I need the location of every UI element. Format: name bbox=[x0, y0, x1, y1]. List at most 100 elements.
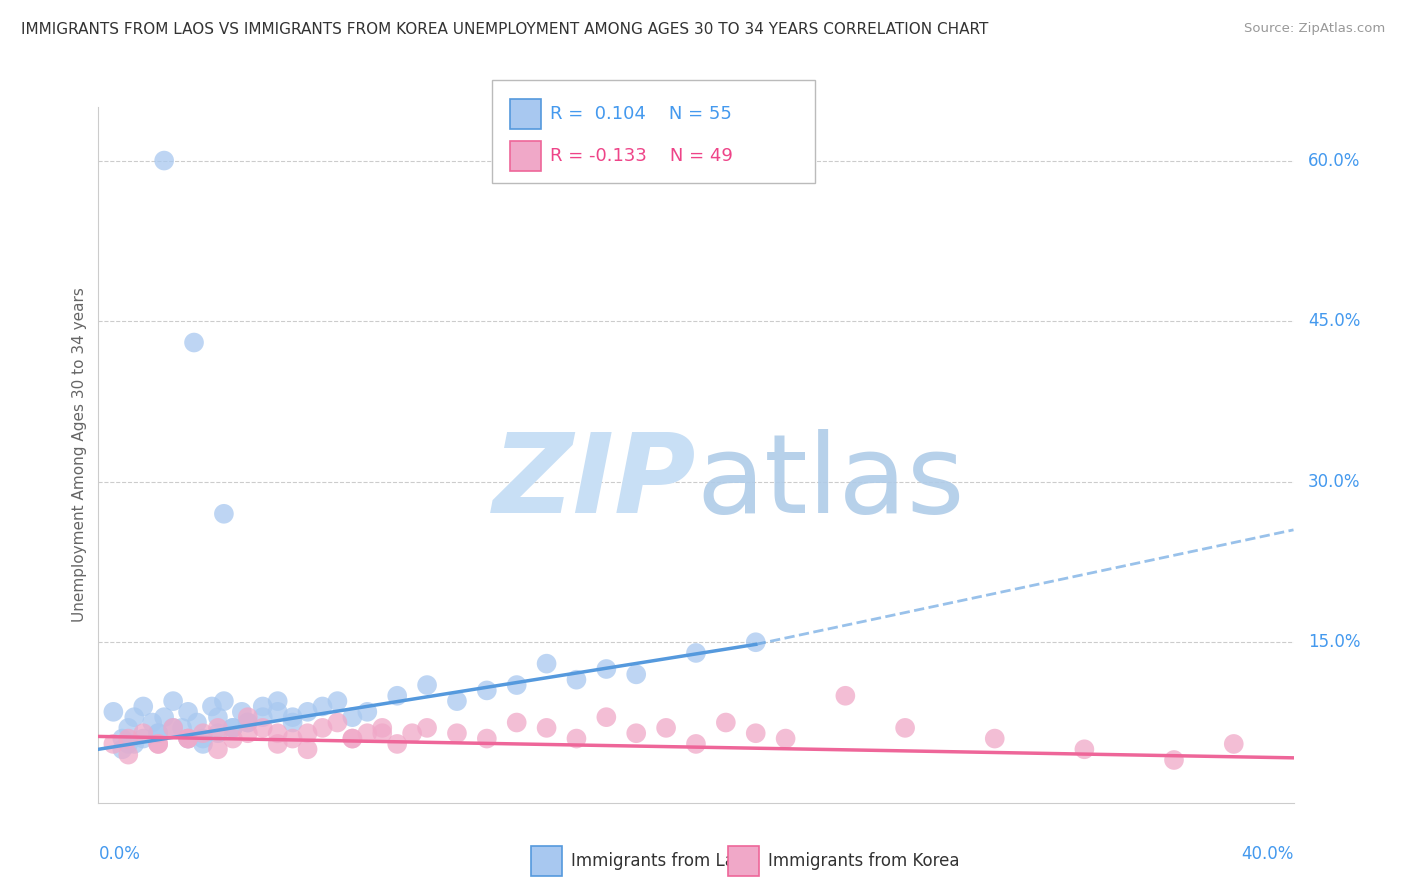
Point bbox=[162, 721, 184, 735]
Point bbox=[685, 646, 707, 660]
Text: 30.0%: 30.0% bbox=[1308, 473, 1361, 491]
Point bbox=[236, 726, 259, 740]
Point bbox=[446, 694, 468, 708]
Point bbox=[148, 726, 170, 740]
Point bbox=[191, 737, 214, 751]
Text: 0.0%: 0.0% bbox=[98, 845, 141, 863]
Point bbox=[401, 726, 423, 740]
Point bbox=[201, 699, 224, 714]
Point bbox=[177, 731, 200, 746]
Point bbox=[148, 726, 170, 740]
Point bbox=[183, 335, 205, 350]
Point bbox=[267, 705, 290, 719]
Point bbox=[267, 694, 290, 708]
Point bbox=[252, 699, 274, 714]
Point bbox=[297, 726, 319, 740]
Point bbox=[132, 726, 155, 740]
Point bbox=[1073, 742, 1095, 756]
Text: 15.0%: 15.0% bbox=[1308, 633, 1361, 651]
Point bbox=[983, 731, 1005, 746]
Point bbox=[536, 657, 558, 671]
Point bbox=[714, 715, 737, 730]
Point bbox=[775, 731, 797, 746]
Point bbox=[326, 715, 349, 730]
Point bbox=[371, 726, 394, 740]
Point bbox=[311, 721, 333, 735]
Point bbox=[565, 673, 588, 687]
Point bbox=[207, 726, 229, 740]
Text: R = -0.133    N = 49: R = -0.133 N = 49 bbox=[550, 147, 733, 165]
Point bbox=[281, 731, 304, 746]
Point bbox=[416, 678, 439, 692]
Point bbox=[236, 715, 259, 730]
Point bbox=[212, 694, 235, 708]
Point bbox=[1163, 753, 1185, 767]
Point bbox=[207, 721, 229, 735]
Point bbox=[655, 721, 678, 735]
Point bbox=[172, 721, 194, 735]
Point bbox=[153, 710, 176, 724]
Point bbox=[186, 715, 208, 730]
Point bbox=[297, 742, 319, 756]
Text: R =  0.104    N = 55: R = 0.104 N = 55 bbox=[550, 105, 731, 123]
Point bbox=[894, 721, 917, 735]
Text: 40.0%: 40.0% bbox=[1241, 845, 1294, 863]
Point bbox=[416, 721, 439, 735]
Point bbox=[212, 507, 235, 521]
Point bbox=[506, 715, 529, 730]
Point bbox=[148, 737, 170, 751]
Point bbox=[595, 710, 617, 724]
Point bbox=[475, 731, 498, 746]
Y-axis label: Unemployment Among Ages 30 to 34 years: Unemployment Among Ages 30 to 34 years bbox=[72, 287, 87, 623]
Point bbox=[311, 699, 333, 714]
Point bbox=[132, 699, 155, 714]
Point bbox=[236, 710, 259, 724]
Point bbox=[326, 694, 349, 708]
Point bbox=[222, 731, 245, 746]
Point bbox=[177, 731, 200, 746]
Point bbox=[148, 737, 170, 751]
Point bbox=[565, 731, 588, 746]
Point bbox=[117, 731, 139, 746]
Text: IMMIGRANTS FROM LAOS VS IMMIGRANTS FROM KOREA UNEMPLOYMENT AMONG AGES 30 TO 34 Y: IMMIGRANTS FROM LAOS VS IMMIGRANTS FROM … bbox=[21, 22, 988, 37]
Point bbox=[281, 715, 304, 730]
Point bbox=[162, 694, 184, 708]
Point bbox=[342, 710, 364, 724]
Point bbox=[506, 678, 529, 692]
Point bbox=[162, 721, 184, 735]
Point bbox=[191, 726, 214, 740]
Text: Source: ZipAtlas.com: Source: ZipAtlas.com bbox=[1244, 22, 1385, 36]
Point bbox=[117, 721, 139, 735]
Point bbox=[1223, 737, 1246, 751]
Point bbox=[111, 731, 134, 746]
Point bbox=[745, 635, 768, 649]
Point bbox=[141, 715, 163, 730]
Point bbox=[342, 731, 364, 746]
Point bbox=[385, 689, 409, 703]
Point bbox=[124, 710, 146, 724]
Point bbox=[267, 737, 290, 751]
Point bbox=[117, 737, 139, 751]
Text: 45.0%: 45.0% bbox=[1308, 312, 1360, 330]
Point bbox=[153, 153, 176, 168]
Point bbox=[536, 721, 558, 735]
Text: Immigrants from Laos: Immigrants from Laos bbox=[571, 852, 754, 870]
Point bbox=[222, 721, 245, 735]
Point bbox=[356, 705, 378, 719]
Point bbox=[207, 710, 229, 724]
Point bbox=[385, 737, 409, 751]
Point bbox=[132, 731, 155, 746]
Point bbox=[177, 705, 200, 719]
Point bbox=[297, 705, 319, 719]
Point bbox=[252, 710, 274, 724]
Point bbox=[252, 721, 274, 735]
Point bbox=[475, 683, 498, 698]
Point bbox=[281, 710, 304, 724]
Point bbox=[745, 726, 768, 740]
Point bbox=[103, 737, 125, 751]
Point bbox=[446, 726, 468, 740]
Point bbox=[236, 715, 259, 730]
Point bbox=[624, 726, 647, 740]
Point bbox=[177, 731, 200, 746]
Text: 60.0%: 60.0% bbox=[1308, 152, 1360, 169]
